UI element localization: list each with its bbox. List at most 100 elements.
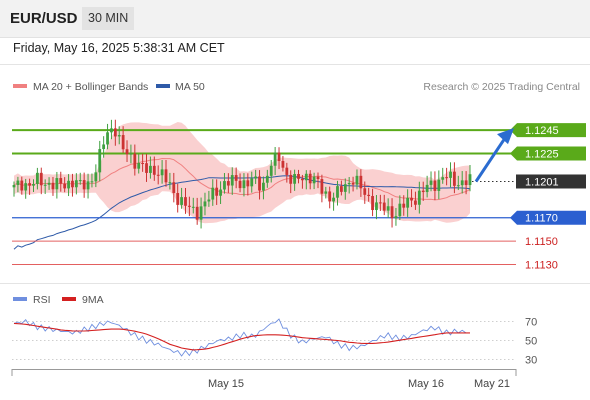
- candle-body: [359, 175, 363, 189]
- candle-body: [371, 196, 374, 211]
- symbol-label: EUR/USD: [10, 10, 78, 27]
- candle-body: [410, 197, 413, 201]
- candle-body: [394, 216, 398, 219]
- support-label: 1.1150: [525, 236, 558, 248]
- ma50-legend-label: MA 50: [175, 81, 205, 93]
- candle-body: [258, 176, 261, 191]
- candle-body: [402, 203, 406, 208]
- candle-body: [316, 176, 320, 180]
- candle-body: [121, 135, 125, 150]
- projection-arrow-head: [497, 128, 514, 145]
- support-label: 1.1130: [525, 259, 558, 271]
- candle-body: [425, 184, 429, 193]
- candle-body: [414, 200, 417, 205]
- ma50-legend-swatch: [156, 84, 170, 88]
- candle-body: [191, 206, 195, 208]
- candle-body: [301, 178, 304, 181]
- candle-body: [113, 128, 117, 137]
- candle-body: [304, 173, 308, 181]
- candle-body: [375, 202, 378, 211]
- ma20-line: [13, 157, 471, 201]
- candle-body: [421, 190, 425, 193]
- x-axis-label: May 15: [208, 378, 244, 390]
- candle-body: [242, 180, 246, 189]
- candle-body: [223, 181, 226, 190]
- candle-body: [351, 182, 355, 185]
- candle-body: [429, 180, 433, 185]
- candle-body: [254, 176, 258, 179]
- rsi-tick-label: 70: [525, 317, 537, 329]
- candle-body: [281, 161, 285, 168]
- ma20-legend-swatch: [13, 84, 27, 88]
- candle-body: [347, 182, 351, 185]
- resistance-label: 1.1225: [525, 148, 559, 160]
- candle-body: [149, 165, 152, 173]
- candle-body: [343, 184, 347, 192]
- candle-body: [262, 182, 265, 191]
- timeframe-badge[interactable]: 30 MIN: [82, 7, 135, 30]
- candle-body: [51, 182, 55, 190]
- candle-body: [367, 194, 371, 197]
- candle-body: [324, 191, 328, 194]
- candle-body: [39, 172, 43, 186]
- candle-body: [145, 163, 148, 173]
- candle-body: [355, 175, 359, 185]
- candle-body: [453, 171, 456, 186]
- candle-body: [59, 178, 63, 184]
- ma20-legend-label: MA 20 + Bollinger Bands: [33, 81, 148, 93]
- candle-body: [16, 180, 20, 185]
- x-axis-label: May 16: [408, 378, 444, 390]
- candle-body: [269, 165, 273, 176]
- candle-body: [226, 181, 230, 186]
- candle-body: [441, 177, 445, 180]
- candle-body: [125, 149, 129, 155]
- candle-body: [172, 182, 176, 194]
- candle-body: [129, 153, 133, 155]
- candle-body: [63, 183, 67, 189]
- candle-body: [398, 203, 402, 217]
- candle-body: [32, 183, 35, 186]
- candle-body: [12, 184, 16, 188]
- candle-body: [117, 135, 121, 137]
- support_strong-label: 1.1170: [525, 213, 558, 225]
- candle-body: [43, 184, 47, 186]
- candle-body: [320, 179, 324, 194]
- candle-body: [195, 206, 199, 220]
- candle-body: [293, 174, 297, 184]
- candle-body: [110, 128, 113, 133]
- candle-body: [55, 178, 59, 190]
- candle-body: [156, 174, 160, 176]
- resistance-tag: [510, 146, 586, 161]
- candle-body: [94, 172, 98, 182]
- rsi-legend-label: RSI: [33, 294, 51, 306]
- candle-body: [35, 172, 39, 184]
- resistance-tag: [510, 123, 586, 138]
- candle-body: [328, 191, 332, 202]
- projection-arrow-shaft: [474, 137, 507, 183]
- candle-body: [152, 165, 156, 175]
- candle-body: [234, 175, 238, 181]
- candle-body: [24, 183, 28, 191]
- candle-body: [289, 174, 293, 184]
- candle-body: [308, 173, 312, 184]
- candle-body: [176, 193, 180, 205]
- candle-body: [238, 180, 242, 189]
- rsi-tick-label: 30: [525, 355, 537, 367]
- candle-body: [332, 197, 335, 202]
- x-axis-label: May 21: [474, 378, 510, 390]
- research-credit: Research © 2025 Trading Central: [423, 81, 580, 93]
- rsi-tick-label: 50: [525, 336, 537, 348]
- candle-body: [433, 180, 437, 191]
- rsi-line: [13, 318, 471, 357]
- candle-body: [28, 183, 31, 186]
- candle-body: [297, 174, 300, 179]
- datetime-label: Friday, May 16, 2025 5:38:31 AM CET: [13, 41, 225, 55]
- candle-body: [20, 180, 24, 191]
- candle-body: [180, 197, 183, 205]
- candle-body: [312, 176, 316, 184]
- candle-body: [265, 175, 269, 183]
- resistance-label: 1.1245: [525, 125, 559, 137]
- candle-body: [382, 202, 386, 211]
- support_strong-tag: [510, 210, 586, 225]
- candle-body: [133, 153, 137, 169]
